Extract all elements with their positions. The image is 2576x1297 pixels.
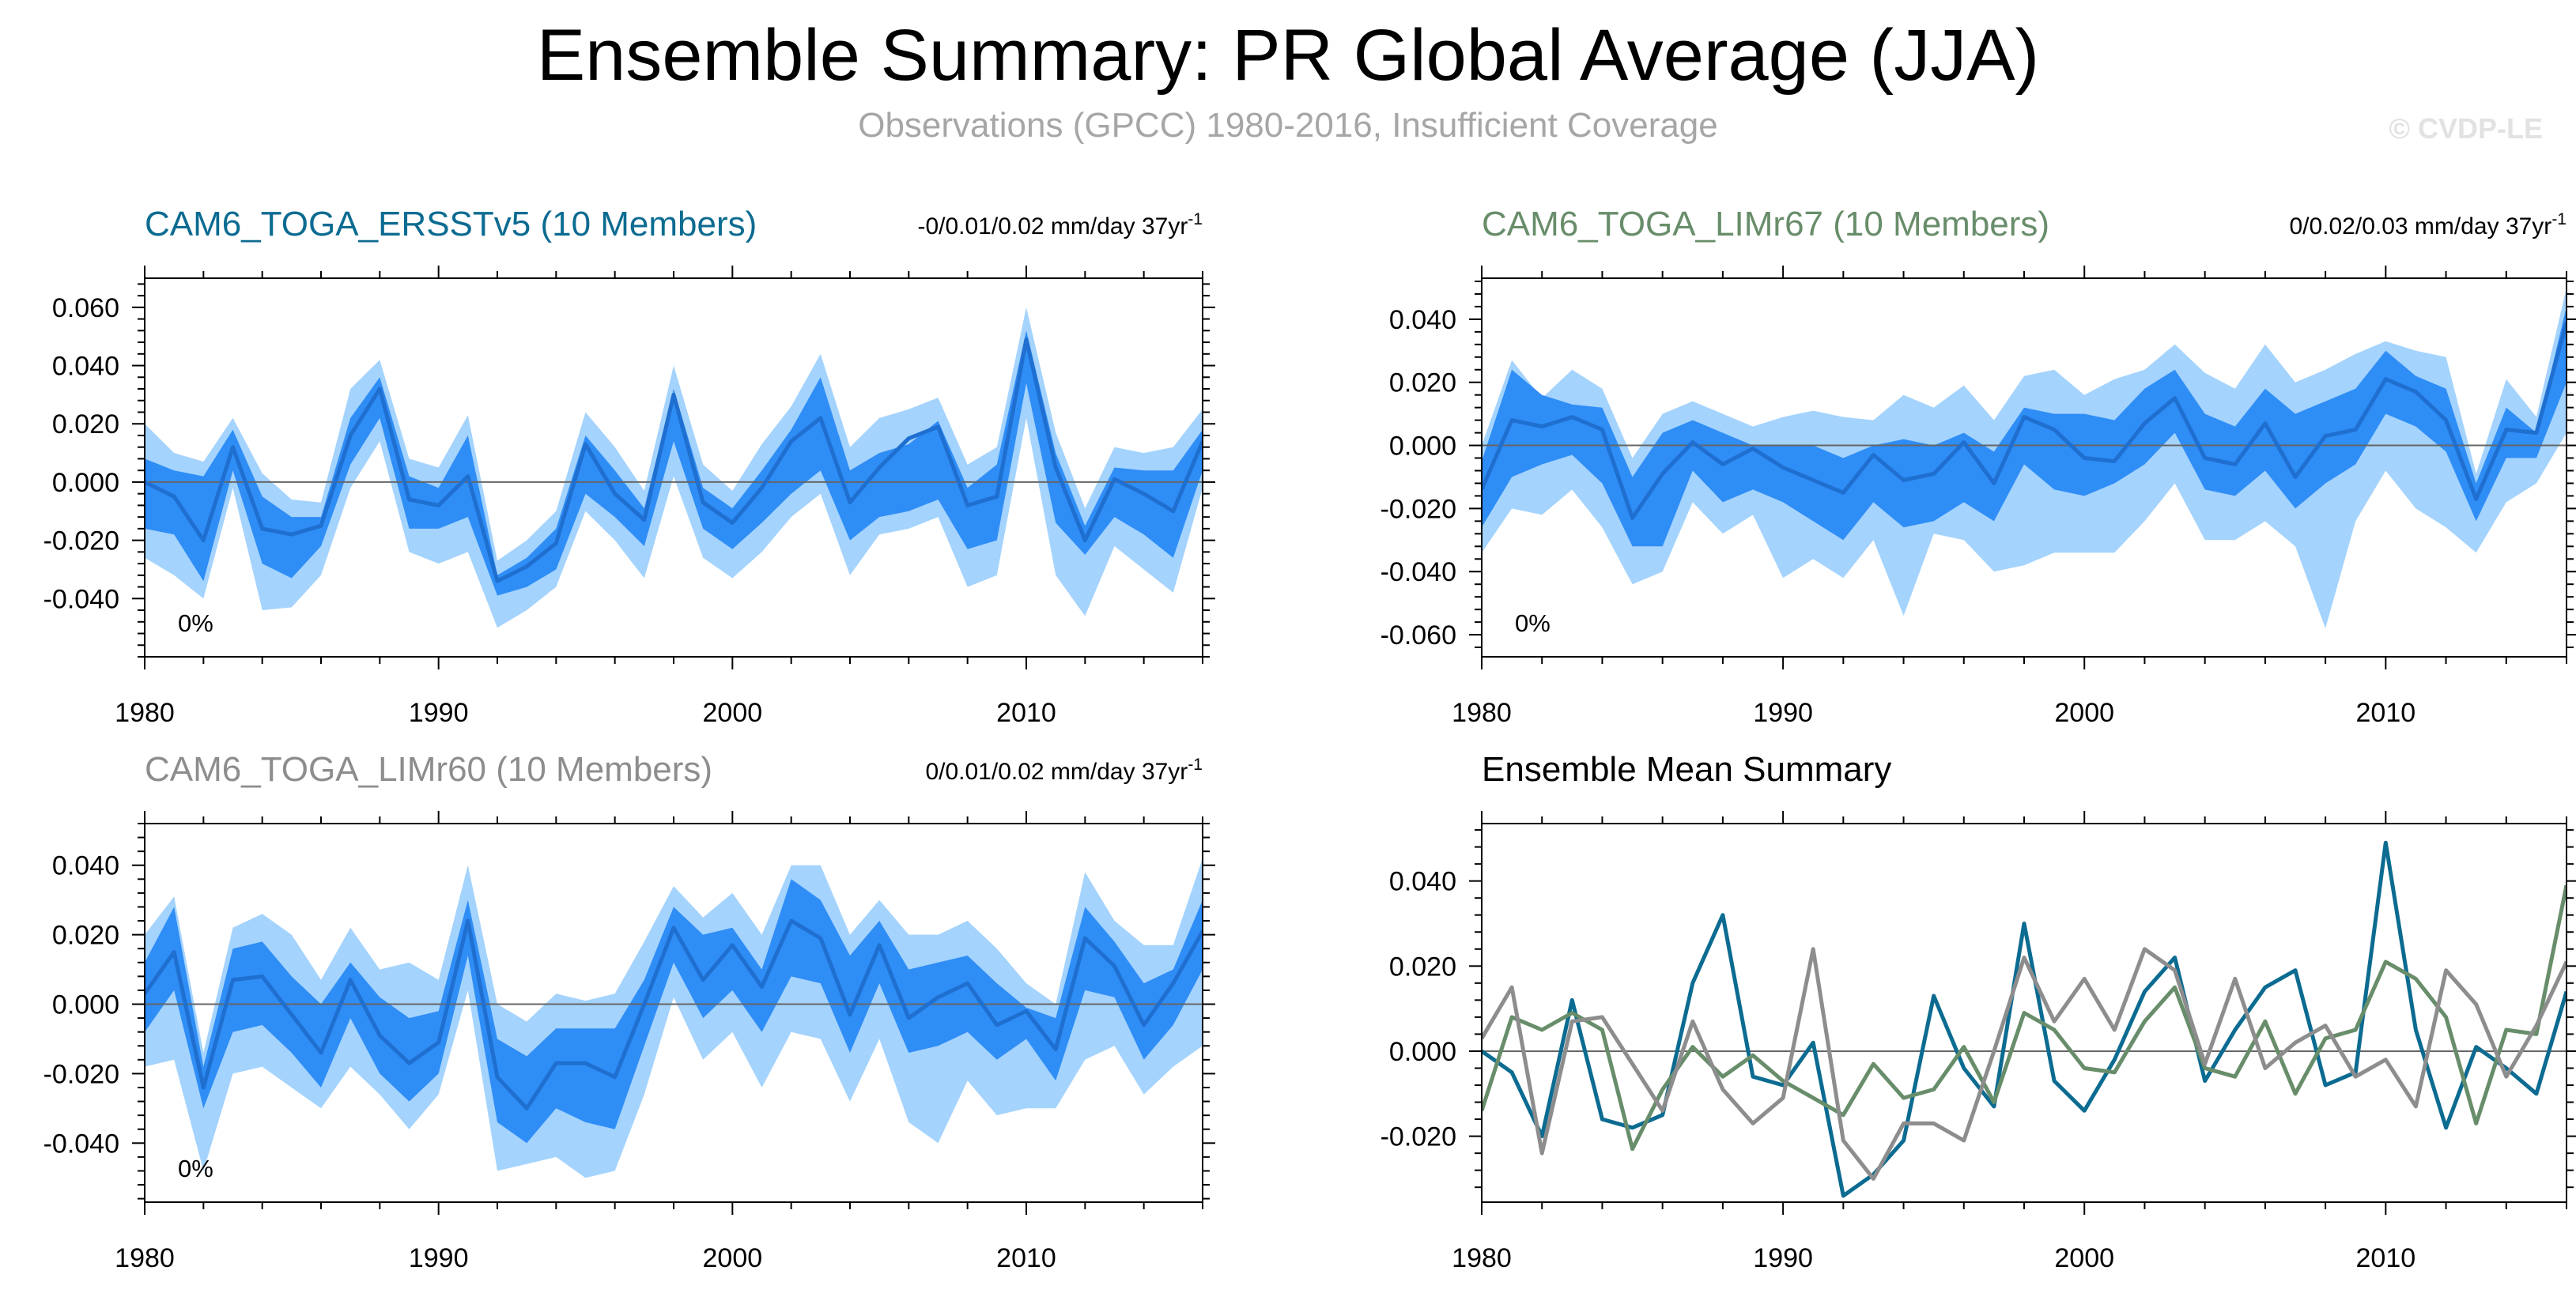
- ensemble-10-90-band: [1482, 306, 2567, 547]
- trend-stat-exponent: -1: [1188, 756, 1203, 774]
- panel-title: CAM6_TOGA_LIMr67 (10 Members): [1482, 205, 2049, 243]
- trend-stat-text: 0/0.02/0.03 mm/day 37yr: [2289, 213, 2551, 239]
- ensemble-10-90-band: [145, 879, 1203, 1144]
- y-tick-label: 0.020: [1389, 952, 1456, 982]
- x-tick-label: 1990: [409, 1243, 469, 1273]
- page-subtitle: Observations (GPCC) 1980-2016, Insuffici…: [858, 106, 1718, 145]
- page-title: Ensemble Summary: PR Global Average (JJA…: [536, 15, 2040, 96]
- x-tick-label: 1990: [1753, 1243, 1813, 1273]
- ensemble-mean-line: [145, 337, 1203, 583]
- x-tick-label: 2010: [996, 698, 1056, 728]
- y-tick-label: 0.040: [1389, 867, 1456, 897]
- ensemble-range-band: [145, 307, 1203, 628]
- trend-stat-text: 0/0.01/0.02 mm/day 37yr: [925, 759, 1188, 785]
- plot-area: [1482, 288, 2567, 629]
- x-tick-label: 1990: [409, 698, 469, 728]
- trend-stat-label: 0/0.02/0.03 mm/day 37yr-1: [2289, 210, 2567, 239]
- chart-panel-2: CAM6_TOGA_LIMr67 (10 Members) 0/0.02/0.03…: [1381, 205, 2576, 728]
- y-tick-label: 0.040: [52, 352, 119, 382]
- chart-panel-3: CAM6_TOGA_LIMr60 (10 Members) 0/0.01/0.02…: [43, 750, 1215, 1273]
- panel-title: Ensemble Mean Summary: [1482, 750, 1891, 789]
- ensemble-mean-line: [145, 918, 1203, 1110]
- y-tick-label: 0.020: [52, 921, 119, 951]
- x-tick-label: 2000: [2054, 698, 2114, 728]
- y-tick-label: 0.020: [52, 409, 119, 439]
- series-line-cam6-toga-limr67: [1482, 884, 2567, 1152]
- y-tick-label: 0.000: [52, 990, 119, 1020]
- x-tick-label: 2010: [2356, 698, 2416, 728]
- percent-label: 0%: [178, 1155, 213, 1182]
- x-tick-label: 2000: [703, 698, 763, 728]
- x-tick-label: 2010: [2356, 1243, 2416, 1273]
- series-line-cam6-toga-limr60: [1482, 947, 2567, 1181]
- panel-title: CAM6_TOGA_ERSSTv5 (10 Members): [145, 205, 757, 243]
- y-tick-label: 0.000: [52, 468, 119, 498]
- panel-title: CAM6_TOGA_LIMr60 (10 Members): [145, 750, 712, 789]
- plot-area: [145, 858, 1203, 1178]
- ensemble-mean-line: [1482, 322, 2567, 520]
- y-tick-label: 0.000: [1389, 1037, 1456, 1067]
- x-tick-label: 2000: [703, 1243, 763, 1273]
- chart-panel-4: Ensemble Mean Summary -0.020 0.000 0.020 0.0…: [1381, 750, 2576, 1273]
- x-tick-label: 2010: [996, 1243, 1056, 1273]
- trend-stat-exponent: -1: [2551, 210, 2567, 228]
- trend-stat-label: -0/0.01/0.02 mm/day 37yr-1: [917, 210, 1203, 239]
- x-tick-label: 1980: [115, 698, 175, 728]
- y-tick-label: -0.060: [1381, 620, 1456, 650]
- y-tick-label: -0.040: [43, 584, 119, 614]
- y-tick-label: 0.040: [1389, 305, 1456, 335]
- y-tick-label: -0.040: [43, 1129, 119, 1159]
- trend-stat-exponent: -1: [1188, 210, 1203, 228]
- y-tick-label: -0.020: [1381, 1122, 1456, 1152]
- y-tick-label: 0.020: [1389, 368, 1456, 398]
- y-tick-label: -0.020: [43, 526, 119, 556]
- series-line-cam6-toga-ersstv5: [1482, 840, 2567, 1198]
- y-tick-label: -0.040: [1381, 557, 1456, 587]
- x-tick-label: 2000: [2054, 1243, 2114, 1273]
- trend-stat-text: -0/0.01/0.02 mm/day 37yr: [917, 213, 1188, 239]
- chart-panel-1: CAM6_TOGA_ERSSTv5 (10 Members) -0/0.01/0.…: [43, 205, 1215, 728]
- y-tick-label: 0.040: [52, 851, 119, 881]
- trend-stat-label: 0/0.01/0.02 mm/day 37yr-1: [925, 756, 1203, 785]
- y-tick-label: -0.020: [1381, 494, 1456, 524]
- plot-area: [1482, 840, 2567, 1198]
- percent-label: 0%: [1515, 609, 1551, 637]
- copyright-label: © CVDP-LE: [2389, 112, 2543, 145]
- x-tick-label: 1980: [1452, 1243, 1512, 1273]
- percent-label: 0%: [178, 609, 213, 637]
- x-tick-label: 1980: [1452, 698, 1512, 728]
- plot-area: [145, 307, 1203, 628]
- y-tick-label: 0.000: [1389, 432, 1456, 462]
- x-tick-label: 1990: [1753, 698, 1813, 728]
- y-tick-label: -0.020: [43, 1059, 119, 1089]
- y-tick-label: 0.060: [52, 293, 119, 323]
- x-tick-label: 1980: [115, 1243, 175, 1273]
